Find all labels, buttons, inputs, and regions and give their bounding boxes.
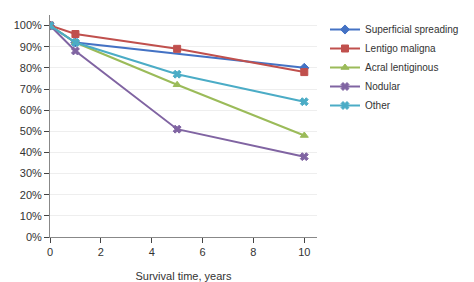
svg-text:50%: 50% [20, 125, 42, 137]
svg-text:Superficial spreading: Superficial spreading [365, 24, 458, 35]
svg-text:2: 2 [98, 246, 104, 258]
svg-text:30%: 30% [20, 167, 42, 179]
svg-text:8: 8 [250, 246, 256, 258]
svg-text:0: 0 [47, 246, 53, 258]
svg-text:90%: 90% [20, 41, 42, 53]
svg-text:Lentigo maligna: Lentigo maligna [365, 43, 436, 54]
svg-text:6: 6 [200, 246, 206, 258]
svg-text:100%: 100% [14, 19, 42, 31]
svg-text:10: 10 [298, 246, 310, 258]
svg-text:20%: 20% [20, 189, 42, 201]
svg-text:Survival time, years: Survival time, years [136, 270, 232, 282]
svg-text:0%: 0% [26, 231, 42, 243]
svg-text:60%: 60% [20, 104, 42, 116]
svg-text:Other: Other [365, 100, 391, 111]
svg-text:10%: 10% [20, 210, 42, 222]
svg-text:40%: 40% [20, 146, 42, 158]
svg-text:Acral lentiginous: Acral lentiginous [365, 62, 438, 73]
svg-text:Nodular: Nodular [365, 81, 401, 92]
svg-text:4: 4 [149, 246, 155, 258]
svg-text:70%: 70% [20, 83, 42, 95]
svg-text:80%: 80% [20, 62, 42, 74]
